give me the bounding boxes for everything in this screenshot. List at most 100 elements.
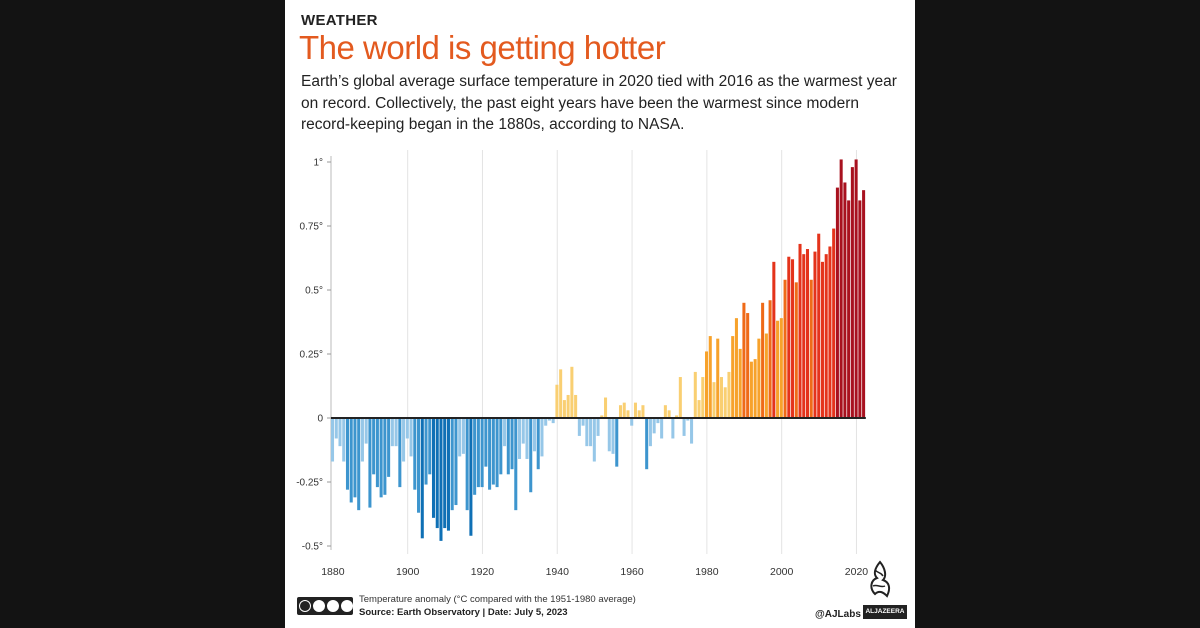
bar-1940 [555, 384, 559, 418]
y-tick-label: 1° [313, 158, 323, 169]
bar-1954 [607, 418, 611, 452]
bar-1981 [708, 336, 712, 418]
bar-1914 [458, 418, 462, 457]
bar-2022 [862, 190, 866, 418]
bar-1905 [424, 418, 428, 485]
bar-1969 [663, 405, 667, 418]
bar-1880 [331, 418, 335, 462]
bar-2000 [779, 318, 783, 418]
kicker: WEATHER [301, 12, 378, 29]
bar-1942 [562, 400, 566, 418]
y-tick-label: -0.25° [296, 478, 323, 489]
bar-1957 [618, 405, 623, 418]
cc-by-nc-sa-icon [297, 597, 353, 615]
bar-1927 [506, 418, 510, 475]
bar-1965 [648, 418, 652, 447]
bar-1904 [420, 418, 424, 539]
bar-1887 [357, 418, 361, 511]
bar-1900 [405, 418, 409, 439]
y-tick-label: 0 [317, 414, 323, 425]
bar-1916 [465, 418, 469, 511]
bar-1912 [450, 418, 454, 511]
bar-2017 [843, 182, 847, 418]
bar-1903 [417, 418, 421, 513]
bar-1937 [544, 418, 548, 426]
bar-1959 [626, 410, 630, 418]
ajlabs-handle: @AJLabs [815, 609, 861, 620]
bar-1918 [473, 418, 477, 495]
bar-1893 [379, 418, 383, 498]
bar-1901 [409, 418, 413, 457]
bar-1892 [375, 418, 379, 488]
bar-1951 [596, 418, 600, 436]
bar-1910 [443, 418, 447, 529]
bar-1960 [630, 418, 634, 426]
bar-1994 [757, 338, 761, 418]
infographic-card: WEATHER The world is getting hotter Eart… [285, 0, 915, 628]
bar-1895 [387, 418, 391, 477]
bar-1983 [716, 338, 720, 418]
bar-2006 [802, 254, 806, 418]
bar-1978 [697, 400, 701, 418]
bar-1907 [431, 418, 436, 518]
x-tick-label: 1900 [396, 566, 420, 578]
bar-2001 [783, 279, 787, 418]
dek: Earth’s global average surface temperatu… [301, 73, 897, 133]
bar-1947 [581, 418, 585, 426]
bar-1928 [510, 418, 514, 470]
bar-1980 [705, 351, 709, 418]
bar-1929 [514, 418, 518, 511]
bar-1953 [604, 397, 608, 418]
bar-1995 [761, 302, 765, 418]
bar-1946 [577, 418, 581, 436]
bar-1973 [678, 377, 682, 418]
bar-2020 [854, 159, 858, 418]
bar-1971 [671, 418, 675, 439]
bar-1968 [660, 418, 664, 439]
bar-2003 [791, 259, 795, 418]
bar-1899 [402, 418, 406, 462]
bar-1906 [428, 418, 432, 475]
bar-1950 [592, 418, 596, 462]
bar-1989 [738, 348, 742, 418]
source-line: Source: Earth Observatory | Date: July 5… [359, 607, 568, 618]
bar-1970 [667, 410, 671, 418]
bar-1920 [480, 418, 484, 488]
bar-1888 [360, 418, 364, 462]
bar-1922 [488, 418, 492, 490]
bar-1921 [484, 418, 488, 467]
bar-1999 [776, 320, 780, 418]
bar-1909 [439, 418, 443, 541]
x-tick-label: 2020 [845, 566, 869, 578]
bar-1949 [589, 418, 593, 447]
bar-1889 [364, 418, 368, 444]
bar-1890 [368, 418, 372, 508]
bar-1955 [611, 418, 615, 454]
bar-1897 [394, 418, 398, 447]
chart-footnote: Temperature anomaly (°C compared with th… [359, 594, 636, 605]
bar-1884 [345, 418, 349, 490]
bar-1988 [734, 318, 738, 418]
x-tick-label: 1880 [321, 566, 345, 578]
bar-1977 [693, 371, 697, 418]
bar-2019 [850, 167, 854, 418]
bar-1964 [645, 418, 649, 470]
bar-1958 [622, 402, 626, 418]
aljazeera-wordmark: ALJAZEERA [863, 605, 907, 619]
bar-2005 [798, 243, 802, 418]
bar-1956 [615, 418, 619, 467]
bar-2012 [824, 254, 828, 418]
bar-1967 [656, 418, 660, 424]
bar-1924 [495, 418, 499, 488]
bar-1933 [529, 418, 533, 493]
bar-1891 [372, 418, 376, 475]
x-tick-label: 1960 [620, 566, 644, 578]
x-tick-label: 1940 [546, 566, 570, 578]
bar-1985 [723, 387, 727, 418]
y-tick-label: 0.5° [305, 286, 323, 297]
bar-1972 [675, 415, 679, 418]
bar-1982 [712, 382, 716, 418]
x-tick-label: 2000 [770, 566, 794, 578]
bar-2015 [835, 187, 839, 418]
bar-2004 [794, 282, 798, 418]
